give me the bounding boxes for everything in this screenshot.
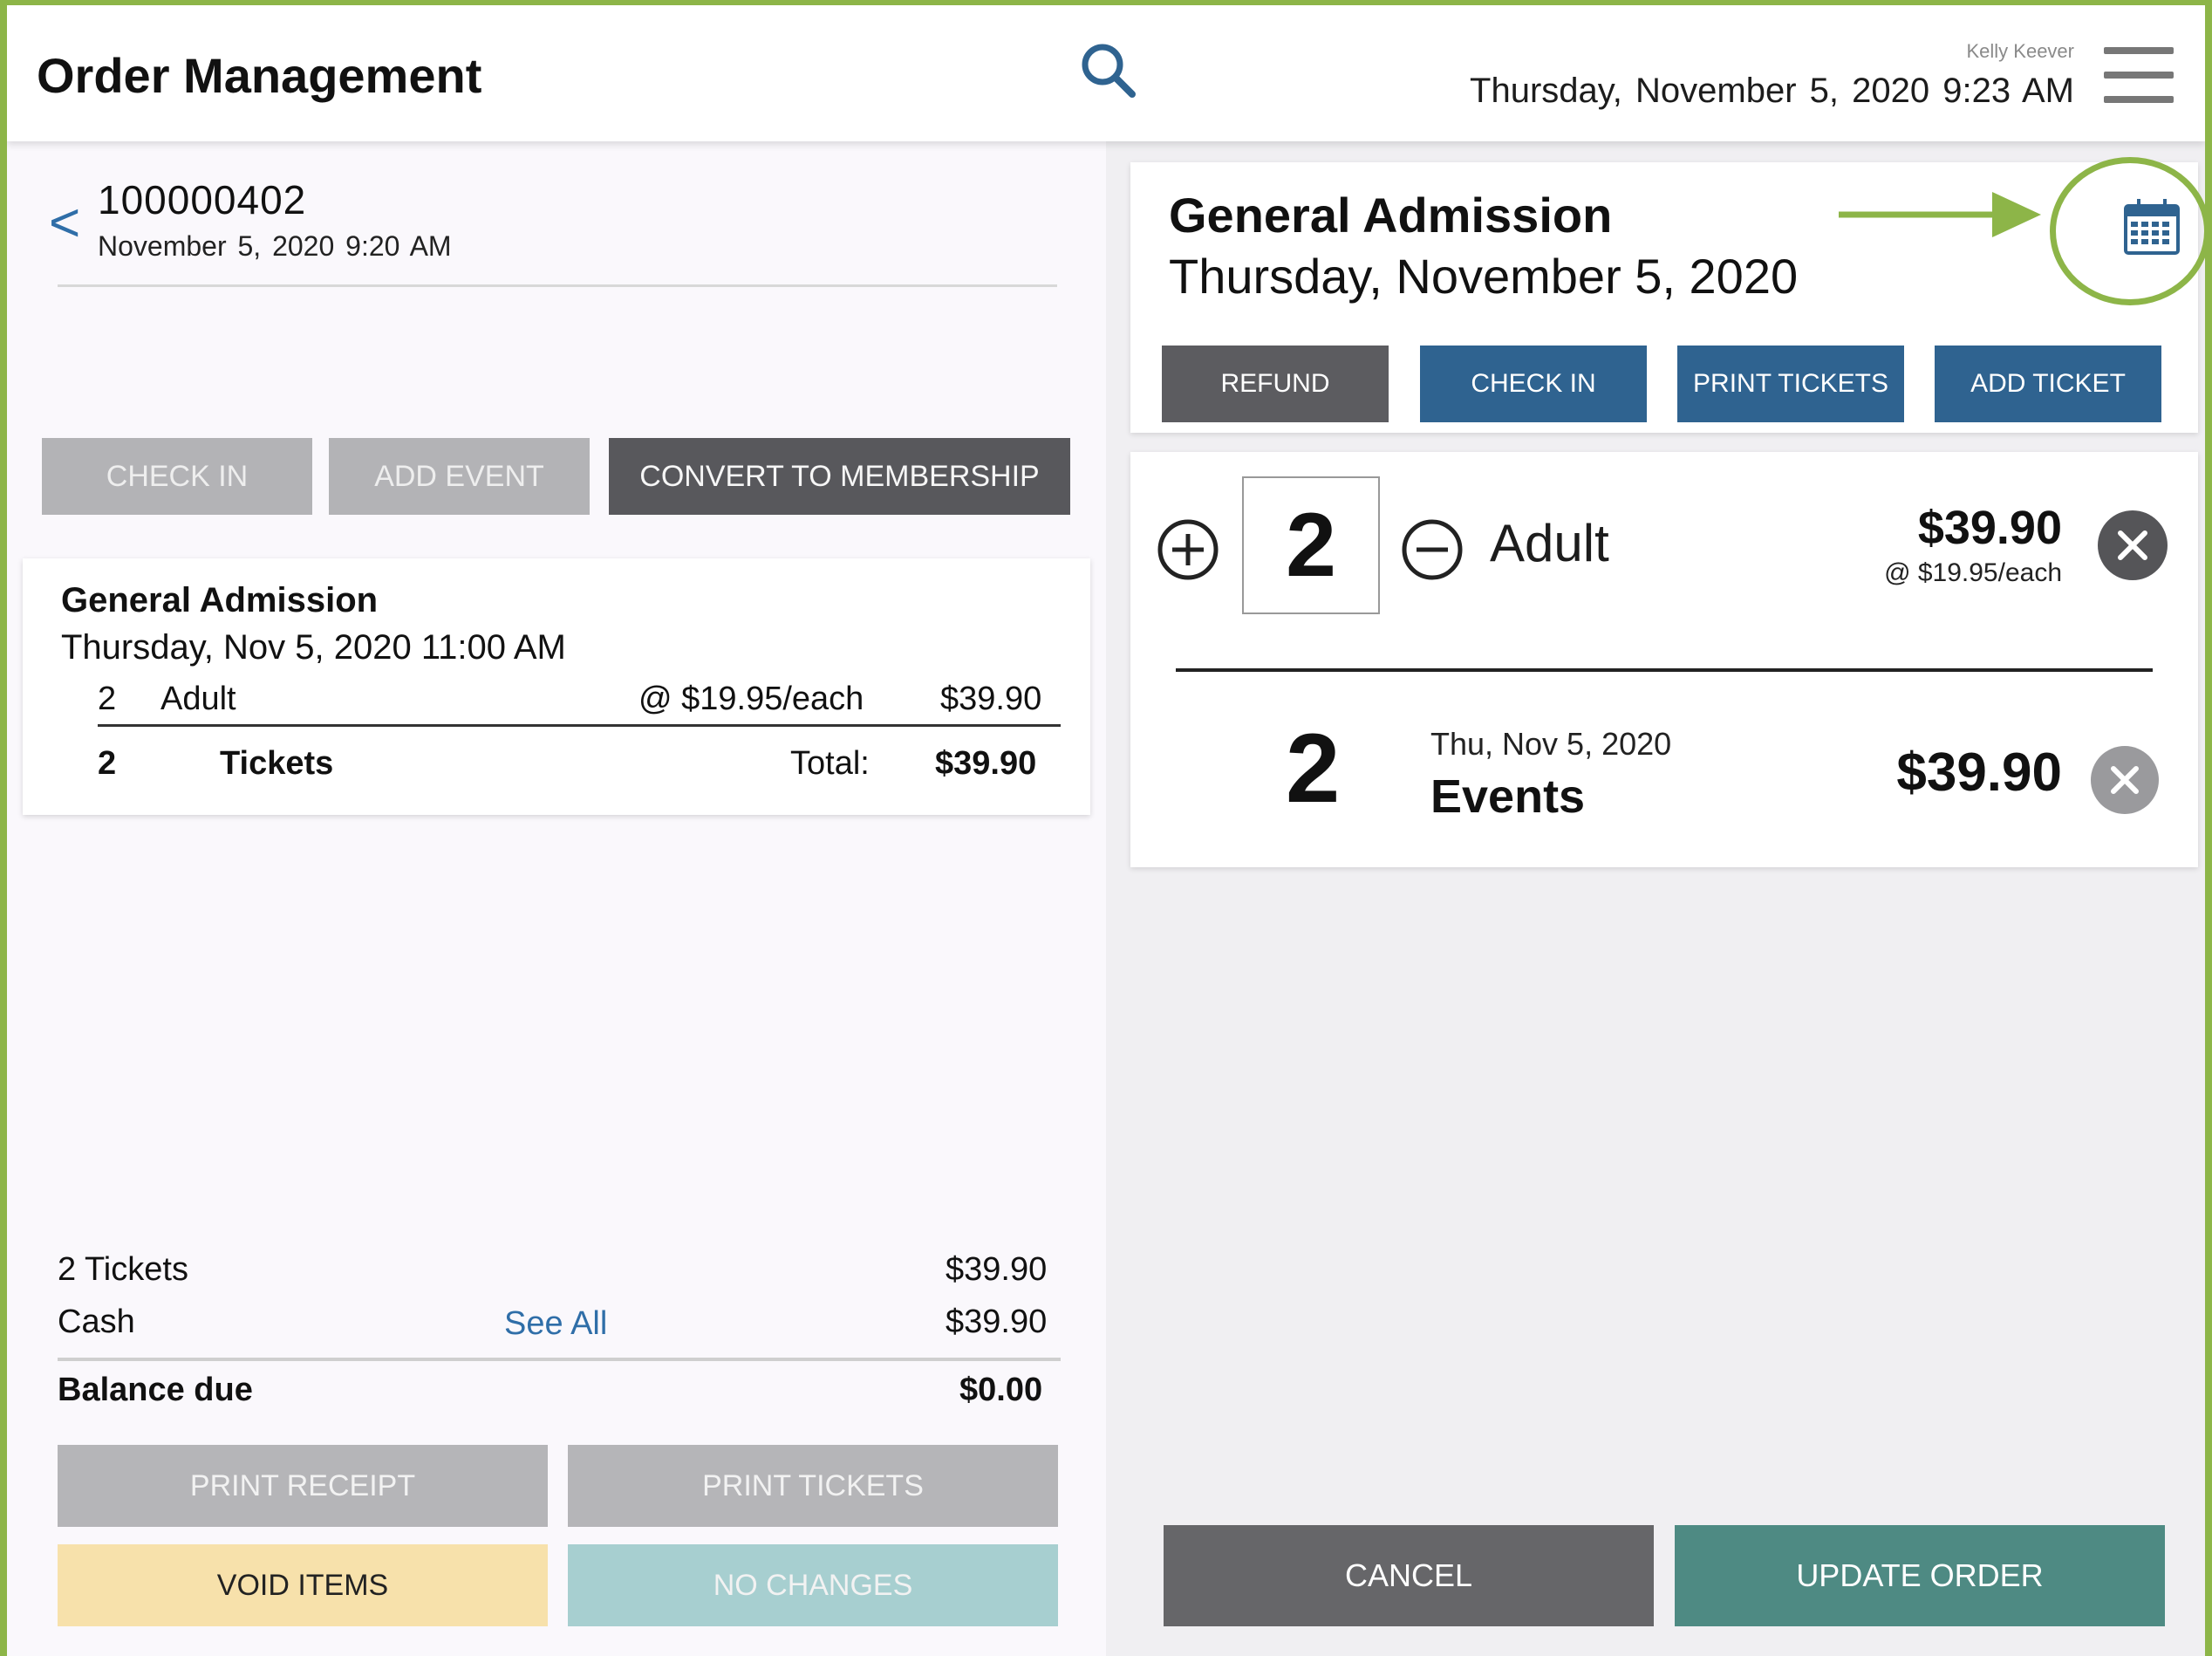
line-qty: 2 — [98, 681, 117, 717]
order-summary-panel: < 100000402 November 5, 2020 9:20 AM CHE… — [7, 141, 1106, 1656]
annotation-highlight-circle — [2050, 157, 2205, 305]
current-datetime: Thursday, November 5, 2020 9:23 AM — [1470, 72, 2074, 111]
tickets-summary-amount: $39.90 — [946, 1251, 1048, 1288]
event-card[interactable]: General Admission Thursday, Nov 5, 2020 … — [23, 558, 1090, 815]
cancel-button[interactable]: CANCEL — [1164, 1525, 1654, 1626]
balance-due-amount: $0.00 — [959, 1372, 1043, 1408]
check-in-button[interactable]: CHECK IN — [42, 438, 312, 515]
event-datetime: Thursday, Nov 5, 2020 11:00 AM — [61, 628, 566, 667]
app-frame: Order Management Kelly Keever Thursday, … — [7, 5, 2205, 1656]
ticket-editor-card: 2 Adult $39.90 @ $19.95/each 2 Thu, Nov … — [1130, 452, 2198, 867]
detail-title: General Admission — [1169, 188, 1613, 243]
no-changes-button[interactable]: NO CHANGES — [568, 1544, 1058, 1626]
summary-label: Tickets — [220, 745, 334, 782]
order-date-value: November 5, 2020 — [98, 230, 335, 262]
payment-method-label: Cash — [58, 1304, 135, 1340]
minus-circle-icon[interactable] — [1401, 518, 1464, 581]
divider — [58, 1358, 1061, 1361]
quantity-input[interactable]: 2 — [1242, 476, 1380, 614]
event-detail-panel: General Admission Thursday, November 5, … — [1106, 141, 2205, 1656]
tickets-summary-label: 2 Tickets — [58, 1251, 188, 1288]
remove-ticket-icon[interactable] — [2097, 510, 2168, 581]
event-header-card: General Admission Thursday, November 5, … — [1130, 162, 2198, 433]
event-title: General Admission — [61, 581, 379, 619]
page-title: Order Management — [37, 48, 482, 103]
search-icon[interactable] — [1078, 40, 1139, 101]
add-ticket-button[interactable]: ADD TICKET — [1935, 346, 2161, 422]
back-arrow-icon[interactable]: < — [49, 193, 81, 253]
current-date: Thursday, November 5, 2020 — [1470, 72, 1930, 110]
events-total: $39.90 — [1896, 742, 2062, 803]
detail-print-tickets-button[interactable]: PRINT TICKETS — [1677, 346, 1904, 422]
ticket-unit-price: @ $19.95/each — [1884, 558, 2062, 587]
divider — [1176, 668, 2153, 672]
remove-event-icon[interactable] — [2090, 745, 2160, 815]
divider — [98, 724, 1061, 727]
ticket-line-price: $39.90 — [1917, 502, 2062, 554]
order-time-value: 9:20 AM — [345, 230, 452, 262]
void-items-button[interactable]: VOID ITEMS — [58, 1544, 548, 1626]
ticket-type-label: Adult — [1490, 514, 1609, 572]
divider — [58, 284, 1057, 287]
plus-circle-icon[interactable] — [1157, 518, 1219, 581]
balance-due-label: Balance due — [58, 1372, 253, 1408]
order-date: November 5, 2020 9:20 AM — [98, 230, 452, 263]
order-number: 100000402 — [98, 177, 307, 222]
line-unit-price: @ $19.95/each — [638, 681, 864, 717]
annotation-arrow-icon — [1839, 192, 2041, 237]
line-amount: $39.90 — [940, 681, 1042, 717]
print-tickets-button[interactable]: PRINT TICKETS — [568, 1445, 1058, 1527]
add-event-button[interactable]: ADD EVENT — [329, 438, 590, 515]
see-all-link[interactable]: See All — [504, 1305, 608, 1342]
convert-to-membership-button[interactable]: CONVERT TO MEMBERSHIP — [609, 438, 1070, 515]
refund-button[interactable]: REFUND — [1162, 346, 1389, 422]
print-receipt-button[interactable]: PRINT RECEIPT — [58, 1445, 548, 1527]
events-date: Thu, Nov 5, 2020 — [1430, 726, 1672, 762]
update-order-button[interactable]: UPDATE ORDER — [1675, 1525, 2165, 1626]
header-bar: Order Management Kelly Keever Thursday, … — [7, 5, 2205, 141]
detail-date: Thursday, November 5, 2020 — [1169, 249, 1799, 304]
summary-qty: 2 — [98, 745, 117, 782]
total-label: Total: — [790, 745, 870, 782]
payment-amount: $39.90 — [946, 1304, 1048, 1340]
detail-check-in-button[interactable]: CHECK IN — [1420, 346, 1647, 422]
user-name: Kelly Keever — [1966, 40, 2074, 62]
line-ticket-type: Adult — [160, 681, 236, 717]
total-amount: $39.90 — [935, 745, 1037, 782]
events-label: Events — [1430, 770, 1586, 823]
hamburger-menu-icon[interactable] — [2104, 47, 2174, 105]
events-count: 2 — [1286, 714, 1341, 823]
current-time: 9:23 AM — [1942, 72, 2074, 110]
